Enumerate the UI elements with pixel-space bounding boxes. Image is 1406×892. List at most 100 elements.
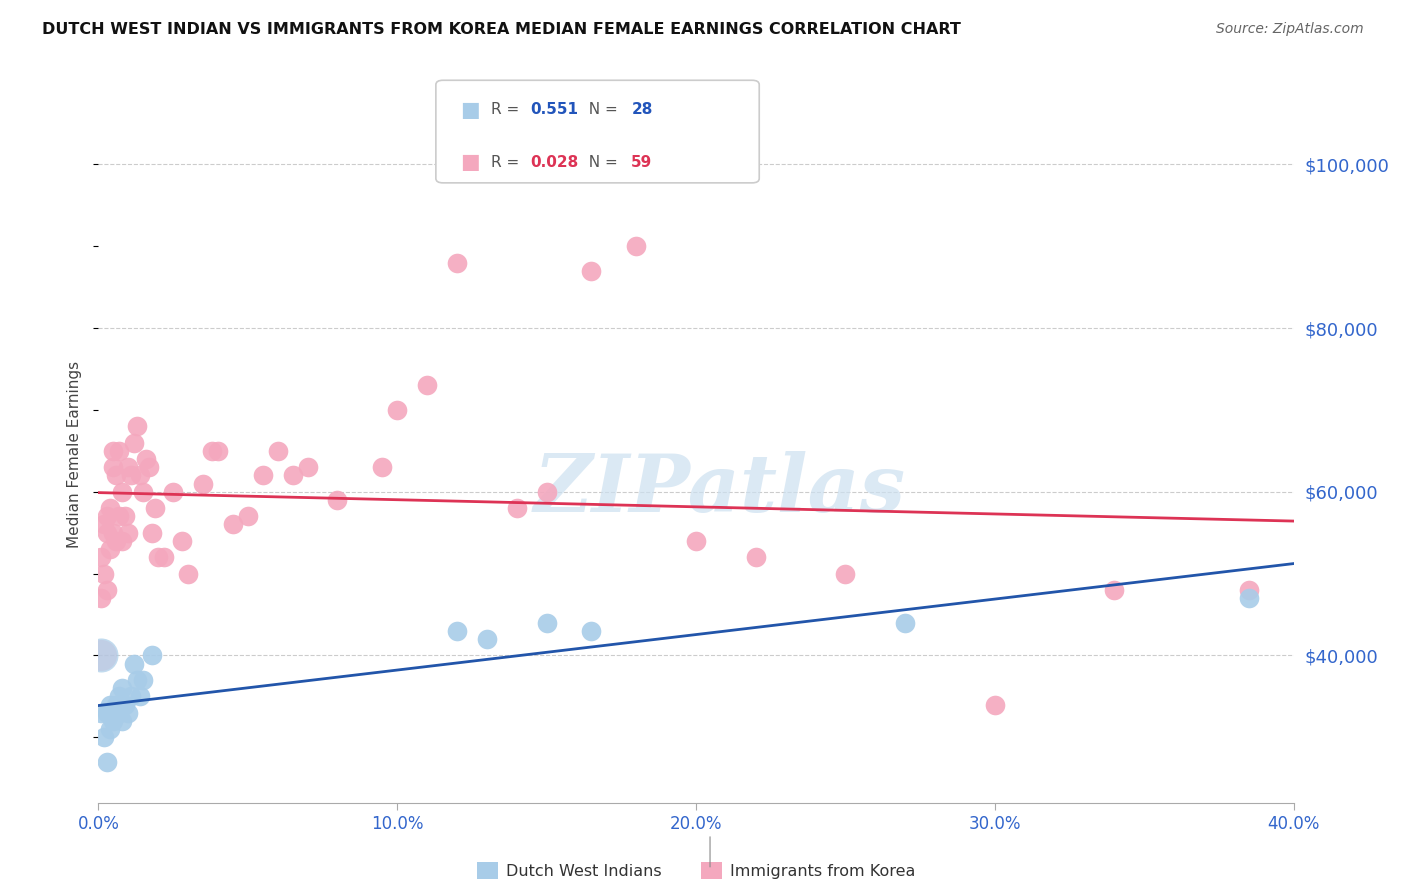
Point — [626, 239, 648, 253]
Point — [162, 484, 184, 499]
Text: 0.028: 0.028 — [530, 155, 578, 169]
Point — [506, 501, 529, 516]
Point — [685, 533, 707, 548]
Text: 0.551: 0.551 — [530, 103, 578, 117]
Point — [326, 492, 349, 507]
Point — [111, 484, 134, 499]
Point — [105, 706, 128, 720]
Point — [191, 476, 214, 491]
Point — [100, 501, 122, 516]
Point — [96, 582, 118, 597]
Text: R =: R = — [491, 155, 524, 169]
Point — [297, 460, 319, 475]
Y-axis label: Median Female Earnings: Median Female Earnings — [67, 361, 83, 549]
Point — [141, 525, 163, 540]
Point — [93, 731, 115, 745]
Point — [103, 525, 125, 540]
Point — [141, 648, 163, 663]
Text: ZIPatlas: ZIPatlas — [534, 451, 905, 528]
Point — [416, 378, 439, 392]
Point — [267, 443, 290, 458]
Point — [96, 706, 118, 720]
Point — [105, 698, 128, 712]
Point — [111, 714, 134, 728]
Point — [148, 550, 170, 565]
Point — [172, 533, 194, 548]
Point — [536, 615, 558, 630]
Point — [135, 452, 157, 467]
Point — [124, 435, 146, 450]
Point — [100, 698, 122, 712]
Point — [1104, 582, 1126, 597]
Point — [90, 706, 112, 720]
Point — [108, 443, 131, 458]
Point — [581, 264, 603, 278]
Point — [100, 542, 122, 557]
Point — [446, 255, 468, 269]
Point — [984, 698, 1007, 712]
Point — [90, 550, 112, 565]
Point — [236, 509, 259, 524]
Point — [371, 460, 394, 475]
Point — [124, 657, 146, 671]
Point — [475, 632, 498, 646]
Point — [143, 501, 166, 516]
Point — [100, 722, 122, 736]
Point — [108, 706, 131, 720]
Point — [120, 468, 142, 483]
Point — [834, 566, 856, 581]
Point — [103, 706, 125, 720]
Legend: Dutch West Indians, Immigrants from Korea: Dutch West Indians, Immigrants from Kore… — [471, 856, 921, 885]
Text: DUTCH WEST INDIAN VS IMMIGRANTS FROM KOREA MEDIAN FEMALE EARNINGS CORRELATION CH: DUTCH WEST INDIAN VS IMMIGRANTS FROM KOR… — [42, 22, 962, 37]
Point — [96, 755, 118, 769]
Point — [177, 566, 200, 581]
Point — [132, 484, 155, 499]
Point — [114, 509, 136, 524]
Point — [90, 648, 112, 663]
Point — [129, 690, 152, 704]
Point — [127, 419, 149, 434]
Point — [108, 509, 131, 524]
Point — [117, 706, 139, 720]
Text: ■: ■ — [460, 100, 479, 120]
Point — [117, 525, 139, 540]
Point — [105, 533, 128, 548]
Point — [114, 698, 136, 712]
Point — [581, 624, 603, 638]
Text: N =: N = — [579, 155, 623, 169]
Point — [120, 690, 142, 704]
Point — [201, 443, 224, 458]
Point — [385, 403, 409, 417]
Text: 59: 59 — [631, 155, 652, 169]
Point — [129, 468, 152, 483]
Point — [90, 648, 112, 663]
Point — [90, 591, 112, 606]
Point — [536, 484, 558, 499]
Text: 28: 28 — [631, 103, 652, 117]
Point — [132, 673, 155, 687]
Point — [96, 509, 118, 524]
Point — [446, 624, 468, 638]
Point — [153, 550, 176, 565]
Text: Source: ZipAtlas.com: Source: ZipAtlas.com — [1216, 22, 1364, 37]
Point — [281, 468, 304, 483]
Point — [222, 517, 245, 532]
Point — [252, 468, 274, 483]
Point — [745, 550, 768, 565]
Point — [111, 533, 134, 548]
Point — [1237, 591, 1260, 606]
Point — [105, 468, 128, 483]
Text: ■: ■ — [460, 153, 479, 172]
Point — [894, 615, 917, 630]
Text: N =: N = — [579, 103, 623, 117]
Point — [103, 443, 125, 458]
Point — [117, 460, 139, 475]
Point — [111, 681, 134, 696]
Point — [93, 517, 115, 532]
Point — [138, 460, 160, 475]
Point — [96, 525, 118, 540]
Point — [207, 443, 229, 458]
Point — [127, 673, 149, 687]
Point — [93, 566, 115, 581]
Point — [108, 690, 131, 704]
